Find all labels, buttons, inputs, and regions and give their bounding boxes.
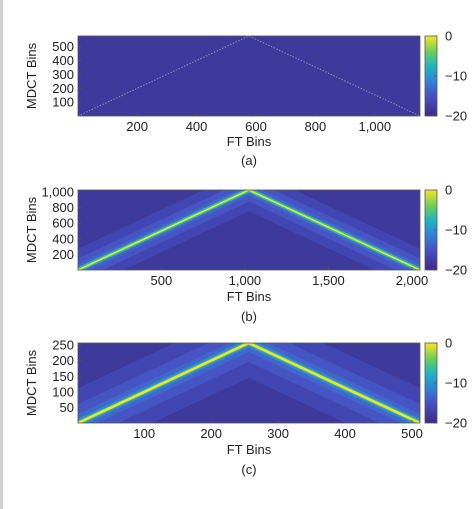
- x-tick-label: 800: [305, 119, 327, 134]
- heatmap-background: [78, 36, 420, 116]
- x-tick-label: 1,000: [359, 119, 392, 134]
- colorbar-tick-label: −20: [445, 263, 467, 278]
- x-tick-label: 600: [245, 119, 267, 134]
- y-tick-label: 1,000: [41, 184, 74, 199]
- colorbar-tick-label: −20: [445, 109, 467, 124]
- y-tick-label: 50: [60, 400, 74, 415]
- x-tick-label: 1,500: [312, 273, 345, 288]
- y-tick-label: 200: [52, 247, 74, 262]
- x-tick-label: 100: [133, 426, 155, 441]
- x-axis-label: FT Bins: [227, 442, 272, 457]
- y-tick-label: 800: [52, 200, 74, 215]
- ridge-line: [78, 190, 420, 270]
- heatmap-field: [78, 343, 420, 423]
- plot-frame: [77, 189, 421, 271]
- y-tick-label: 250: [52, 337, 74, 352]
- x-tick-label: 200: [200, 426, 222, 441]
- y-axis-label: MDCT Bins: [24, 196, 39, 263]
- y-tick-label: 500: [52, 39, 74, 54]
- panel-label: (b): [241, 309, 257, 324]
- heatmap-field: [78, 190, 420, 270]
- colorbar-tick-label: 0: [445, 336, 452, 351]
- colorbar-tick-label: 0: [445, 183, 452, 198]
- x-axis-label: FT Bins: [227, 134, 272, 149]
- x-tick-label: 1,000: [229, 273, 262, 288]
- colorbar-tick-label: −10: [445, 223, 467, 238]
- plot-frame: [77, 35, 421, 117]
- x-tick-label: 400: [186, 119, 208, 134]
- y-tick-label: 150: [52, 369, 74, 384]
- y-tick-label: 400: [52, 53, 74, 68]
- colorbar-tick-label: 0: [445, 29, 452, 44]
- x-tick-label: 500: [151, 273, 173, 288]
- x-tick-label: 200: [126, 119, 148, 134]
- colorbar-tick-label: −10: [445, 69, 467, 84]
- y-axis-label: MDCT Bins: [24, 349, 39, 416]
- y-tick-label: 100: [52, 384, 74, 399]
- y-tick-label: 400: [52, 231, 74, 246]
- ridge-line: [78, 343, 420, 423]
- panel-label: (a): [241, 153, 257, 168]
- x-tick-label: 2,000: [396, 273, 429, 288]
- y-axis-label: MDCT Bins: [24, 42, 39, 109]
- x-tick-label: 400: [334, 426, 356, 441]
- y-tick-label: 600: [52, 216, 74, 231]
- x-axis-label: FT Bins: [227, 289, 272, 304]
- y-tick-label: 300: [52, 67, 74, 82]
- colorbar-tick-label: −20: [445, 416, 467, 431]
- plot-frame: [77, 342, 421, 424]
- y-tick-label: 100: [52, 95, 74, 110]
- panel-label: (c): [241, 462, 256, 477]
- y-tick-label: 200: [52, 81, 74, 96]
- x-tick-label: 500: [401, 426, 423, 441]
- x-tick-label: 300: [267, 426, 289, 441]
- colorbar-tick-label: −10: [445, 376, 467, 391]
- y-tick-label: 200: [52, 353, 74, 368]
